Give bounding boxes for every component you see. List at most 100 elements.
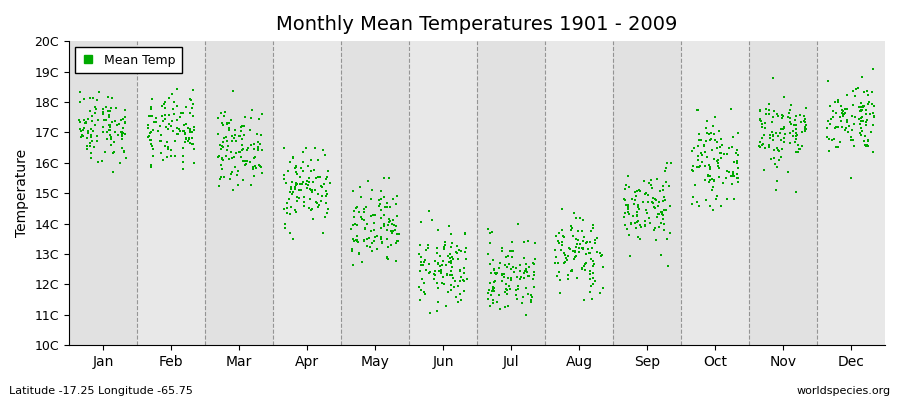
- Point: [660, 236, 674, 242]
- Point: [758, 120, 772, 126]
- Point: [513, 268, 527, 274]
- Point: [781, 113, 796, 120]
- Point: [660, 160, 674, 166]
- Point: [251, 147, 266, 153]
- Point: [859, 119, 873, 126]
- Point: [454, 278, 468, 284]
- Point: [116, 116, 130, 122]
- Point: [297, 202, 311, 209]
- Point: [85, 138, 99, 144]
- Point: [707, 130, 722, 137]
- Point: [178, 130, 193, 137]
- Point: [562, 245, 577, 252]
- Point: [685, 200, 699, 207]
- Point: [567, 255, 581, 262]
- Point: [514, 273, 528, 280]
- Point: [169, 86, 184, 92]
- Point: [354, 194, 368, 200]
- Point: [691, 202, 706, 209]
- Point: [501, 261, 516, 268]
- Point: [346, 236, 361, 242]
- Point: [772, 156, 787, 163]
- Point: [284, 184, 299, 190]
- Point: [158, 105, 172, 112]
- Point: [549, 233, 563, 240]
- Point: [422, 270, 436, 276]
- Point: [164, 147, 178, 153]
- Point: [857, 138, 871, 144]
- Point: [565, 233, 580, 239]
- Point: [774, 126, 788, 132]
- Point: [103, 108, 117, 114]
- Point: [621, 206, 635, 212]
- Point: [307, 167, 321, 174]
- Point: [421, 242, 436, 248]
- Point: [357, 206, 372, 212]
- Point: [513, 261, 527, 268]
- Point: [582, 270, 597, 277]
- Point: [515, 300, 529, 306]
- Point: [425, 217, 439, 224]
- Point: [656, 226, 670, 233]
- Point: [580, 251, 594, 258]
- Point: [344, 226, 358, 232]
- Point: [727, 173, 742, 179]
- Point: [224, 170, 238, 177]
- Point: [519, 285, 534, 292]
- Point: [283, 159, 297, 165]
- Point: [86, 127, 100, 134]
- Point: [89, 138, 104, 144]
- Point: [230, 182, 245, 188]
- Point: [84, 132, 98, 139]
- Point: [761, 101, 776, 108]
- Point: [350, 232, 365, 239]
- Point: [178, 136, 193, 142]
- Point: [145, 96, 159, 102]
- Point: [153, 138, 167, 144]
- Point: [109, 105, 123, 112]
- Point: [714, 203, 728, 210]
- Point: [486, 300, 500, 306]
- Point: [235, 135, 249, 142]
- Point: [713, 150, 727, 156]
- Point: [557, 250, 572, 257]
- Point: [777, 124, 791, 130]
- Point: [388, 227, 402, 233]
- Point: [211, 131, 225, 138]
- Point: [286, 236, 301, 242]
- Point: [703, 164, 717, 170]
- Point: [576, 245, 590, 252]
- Point: [783, 115, 797, 122]
- Point: [147, 119, 161, 126]
- Point: [154, 150, 168, 156]
- Point: [710, 144, 724, 151]
- Point: [577, 296, 591, 303]
- Point: [374, 201, 388, 208]
- Point: [486, 296, 500, 303]
- Point: [507, 268, 521, 275]
- Point: [581, 250, 596, 256]
- Point: [142, 113, 157, 120]
- Point: [655, 209, 670, 216]
- Point: [490, 270, 504, 276]
- Point: [113, 128, 128, 135]
- Point: [319, 200, 333, 206]
- Point: [494, 272, 508, 278]
- Point: [444, 258, 458, 265]
- Point: [583, 268, 598, 274]
- Point: [310, 199, 325, 206]
- Point: [527, 261, 542, 268]
- Point: [454, 297, 468, 303]
- Point: [72, 116, 86, 123]
- Point: [114, 129, 129, 135]
- Point: [235, 146, 249, 153]
- Point: [439, 303, 454, 309]
- Point: [518, 268, 532, 274]
- Point: [171, 131, 185, 138]
- Point: [616, 214, 631, 220]
- Point: [75, 132, 89, 138]
- Point: [506, 264, 520, 270]
- Point: [851, 116, 866, 122]
- Point: [381, 244, 395, 250]
- Point: [555, 239, 570, 246]
